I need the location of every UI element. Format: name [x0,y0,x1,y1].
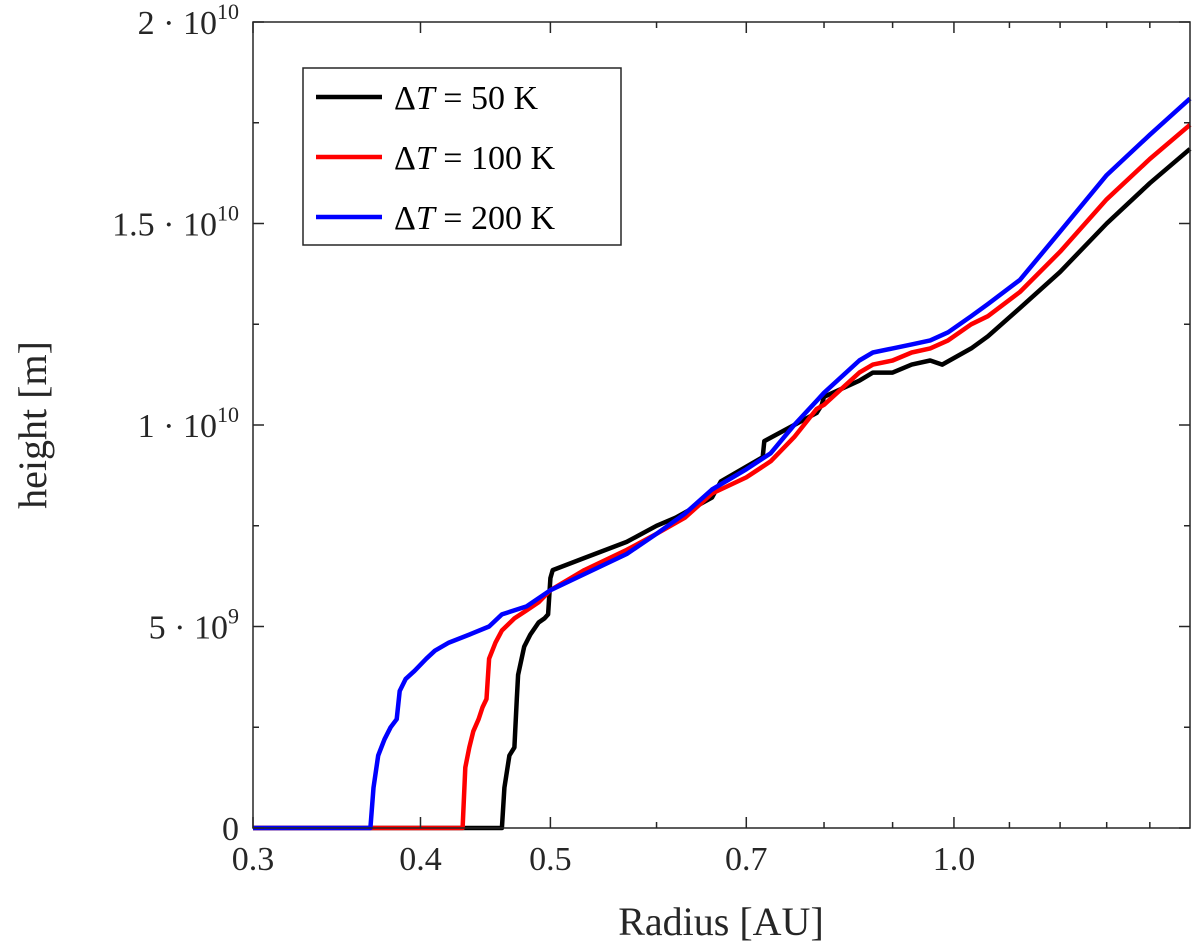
tick-layer [252,21,1190,829]
x-tick-label: 1.0 [933,841,976,878]
legend: ΔT = 50 K ΔT = 100 K ΔT = 200 K [302,67,622,246]
x-tick-label: 0.3 [232,841,275,878]
y-tick-label: 1.5 · 1010 [112,201,239,244]
legend-label-2: ΔT = 100 K [394,140,555,177]
x-tick-label: 0.7 [725,841,768,878]
series-line-2 [253,123,1192,831]
x-tick-label: 0.5 [529,841,572,878]
x-tick-label: 0.4 [399,841,442,878]
y-axis-title: height [m] [10,341,55,509]
legend-label-1: ΔT = 50 K [394,80,538,117]
series-line-3 [253,96,1192,831]
y-tick-label: 1 · 1010 [138,402,239,445]
x-axis-title: Radius [AU] [618,899,824,944]
series-layer [253,96,1192,831]
series-line-1 [253,147,1192,831]
y-tick-label: 2 · 1010 [138,0,239,42]
y-tick-label: 5 · 109 [149,604,239,647]
legend-label-3: ΔT = 200 K [394,200,555,237]
tick-label-layer: 0.3 0.4 0.5 0.7 1.0 0 5 · 109 1 · 1010 1.5 · 101… [112,0,975,878]
y-tick-label: 0 [222,811,239,848]
